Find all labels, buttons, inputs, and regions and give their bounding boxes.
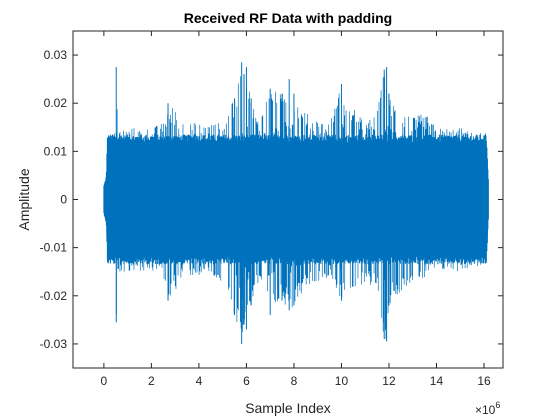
x-axis-label: Sample Index [245,400,331,416]
y-tick-label: 0.03 [44,48,68,62]
x-axis: 0 2 4 6 8 10 12 14 16 [101,31,491,388]
y-tick-label: -0.03 [40,337,68,351]
y-axis-label: Amplitude [16,168,32,230]
x-tick-label: 2 [148,374,155,388]
x-tick-label: 0 [101,374,108,388]
y-tick-label: 0.02 [44,96,68,110]
x-tick-label: 14 [430,374,444,388]
y-tick-label: 0.01 [44,144,68,158]
signal-extremes [115,62,390,344]
y-tick-label: -0.02 [40,289,68,303]
y-tick-label: 0 [60,193,67,207]
y-axis: -0.03 -0.02 -0.01 0 0.01 0.02 0.03 [40,48,503,351]
x-tick-label: 16 [477,374,491,388]
x-tick-label: 8 [291,374,298,388]
x-tick-label: 4 [196,374,203,388]
x-tick-label: 6 [243,374,250,388]
y-tick-label: -0.01 [40,241,68,255]
chart-title: Received RF Data with padding [184,10,392,26]
x-tick-label: 12 [382,374,396,388]
signal-peaks [103,73,489,339]
x-axis-exponent: ×106 [475,400,500,417]
x-exponent-base: ×10 [475,403,496,417]
x-exponent-power: 6 [495,400,500,410]
x-tick-label: 10 [335,374,349,388]
signal-series [103,62,489,344]
